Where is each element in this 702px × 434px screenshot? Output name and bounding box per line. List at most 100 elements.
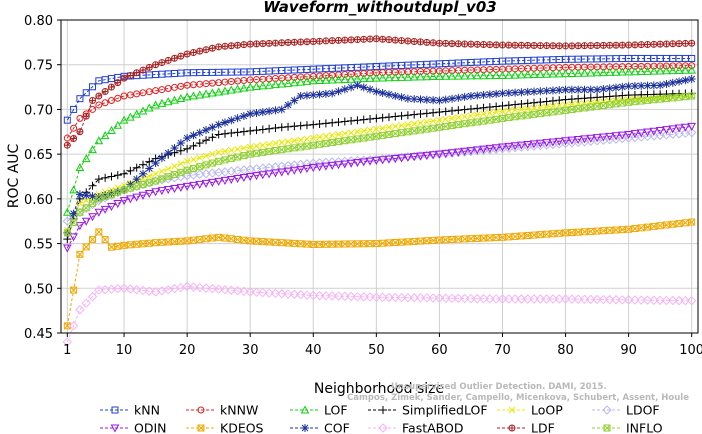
- data-point: [605, 132, 615, 141]
- x-tick-label: 50: [368, 343, 385, 358]
- data-point: [353, 159, 362, 168]
- data-point: [183, 144, 192, 153]
- x-tick-label: 10: [116, 343, 133, 358]
- data-point: [499, 107, 506, 115]
- data-point: [442, 115, 450, 123]
- data-point: [182, 92, 192, 101]
- data-point: [70, 219, 78, 227]
- data-point: [145, 164, 154, 173]
- x-tick-label: 40: [305, 343, 322, 358]
- data-point: [485, 144, 495, 153]
- data-point: [549, 42, 557, 50]
- data-point: [189, 141, 198, 150]
- data-point: [69, 209, 78, 218]
- data-point: [467, 40, 475, 48]
- data-point: [675, 77, 684, 86]
- data-point: [70, 124, 78, 132]
- data-point: [144, 286, 155, 296]
- data-point: [384, 113, 393, 122]
- x-tick-label: 1: [63, 343, 71, 358]
- data-point: [686, 127, 697, 138]
- data-point: [410, 37, 418, 45]
- data-point: [422, 151, 432, 160]
- data-point: [404, 121, 412, 128]
- data-point: [535, 69, 545, 78]
- data-point: [277, 168, 287, 177]
- data-point: [390, 292, 400, 303]
- data-point: [384, 90, 393, 99]
- data-point: [630, 81, 639, 90]
- data-point: [76, 250, 84, 258]
- data-point: [480, 117, 488, 125]
- data-point: [208, 44, 216, 52]
- data-point: [333, 291, 344, 301]
- data-point: [429, 117, 437, 125]
- data-point: [473, 104, 482, 113]
- data-point: [687, 65, 697, 74]
- data-point: [644, 96, 652, 104]
- data-point: [371, 292, 382, 302]
- data-point: [491, 144, 501, 153]
- data-point: [643, 66, 652, 75]
- data-point: [599, 133, 608, 142]
- data-point: [284, 138, 292, 145]
- data-point: [542, 86, 551, 95]
- data-point: [221, 147, 229, 155]
- data-point: [661, 295, 672, 306]
- y-tick-label: 0.70: [24, 103, 53, 118]
- data-point: [391, 112, 400, 121]
- data-point: [227, 42, 235, 50]
- data-point: [265, 124, 274, 133]
- data-point: [158, 59, 166, 67]
- series-line: [66, 92, 692, 240]
- data-point: [220, 129, 229, 138]
- data-point: [183, 157, 191, 165]
- data-point: [466, 92, 475, 101]
- data-point: [410, 110, 419, 119]
- data-point: [486, 41, 494, 49]
- data-point: [486, 109, 494, 117]
- data-point: [157, 154, 166, 163]
- data-point: [188, 282, 199, 292]
- data-point: [397, 72, 406, 81]
- legend-swatch-marker: [508, 424, 516, 432]
- data-point: [360, 127, 368, 135]
- data-point: [391, 36, 399, 44]
- data-point: [385, 123, 393, 131]
- data-point: [76, 128, 84, 136]
- data-point: [674, 124, 684, 133]
- data-point: [334, 75, 343, 84]
- data-point: [681, 123, 690, 132]
- data-point: [132, 163, 141, 172]
- data-point: [435, 150, 444, 159]
- data-point: [630, 67, 640, 76]
- data-point: [227, 116, 236, 125]
- data-point: [138, 106, 148, 115]
- data-point: [208, 159, 216, 167]
- data-point: [586, 85, 595, 94]
- data-point: [233, 84, 242, 93]
- data-point: [606, 226, 614, 234]
- data-point: [688, 218, 696, 226]
- data-point: [240, 41, 248, 49]
- data-point: [384, 73, 394, 82]
- data-point: [442, 39, 450, 47]
- data-point: [391, 123, 399, 130]
- data-point: [637, 81, 646, 90]
- data-point: [245, 173, 255, 182]
- data-point: [605, 67, 615, 76]
- data-point: [568, 42, 576, 50]
- data-point: [529, 294, 539, 304]
- data-point: [88, 145, 97, 154]
- data-point: [113, 200, 123, 209]
- data-point: [75, 163, 85, 172]
- data-point: [643, 128, 652, 137]
- data-point: [554, 137, 564, 146]
- data-point: [138, 160, 147, 169]
- data-point: [328, 37, 336, 45]
- data-point: [309, 90, 318, 99]
- data-point: [82, 204, 90, 212]
- data-point: [347, 129, 355, 137]
- data-point: [107, 96, 115, 104]
- data-point: [441, 149, 451, 158]
